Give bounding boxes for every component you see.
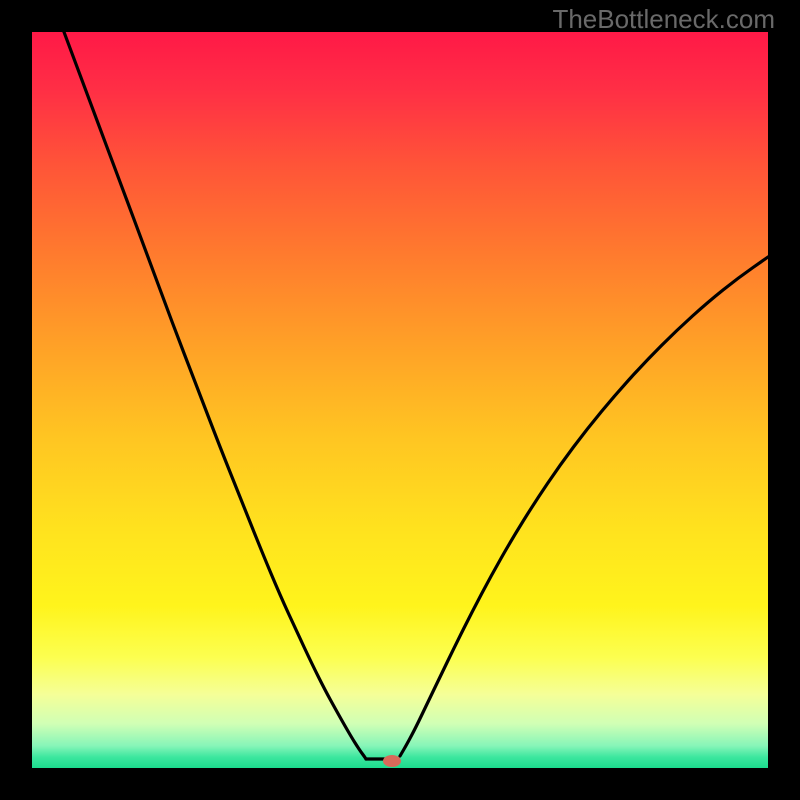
watermark-text: TheBottleneck.com [552, 4, 775, 35]
curve-right-branch [400, 257, 768, 756]
plot-area [32, 32, 768, 768]
bottleneck-curve [32, 32, 768, 768]
curve-left-branch [64, 32, 366, 759]
chart-frame: TheBottleneck.com [0, 0, 800, 800]
minimum-marker [383, 755, 401, 767]
